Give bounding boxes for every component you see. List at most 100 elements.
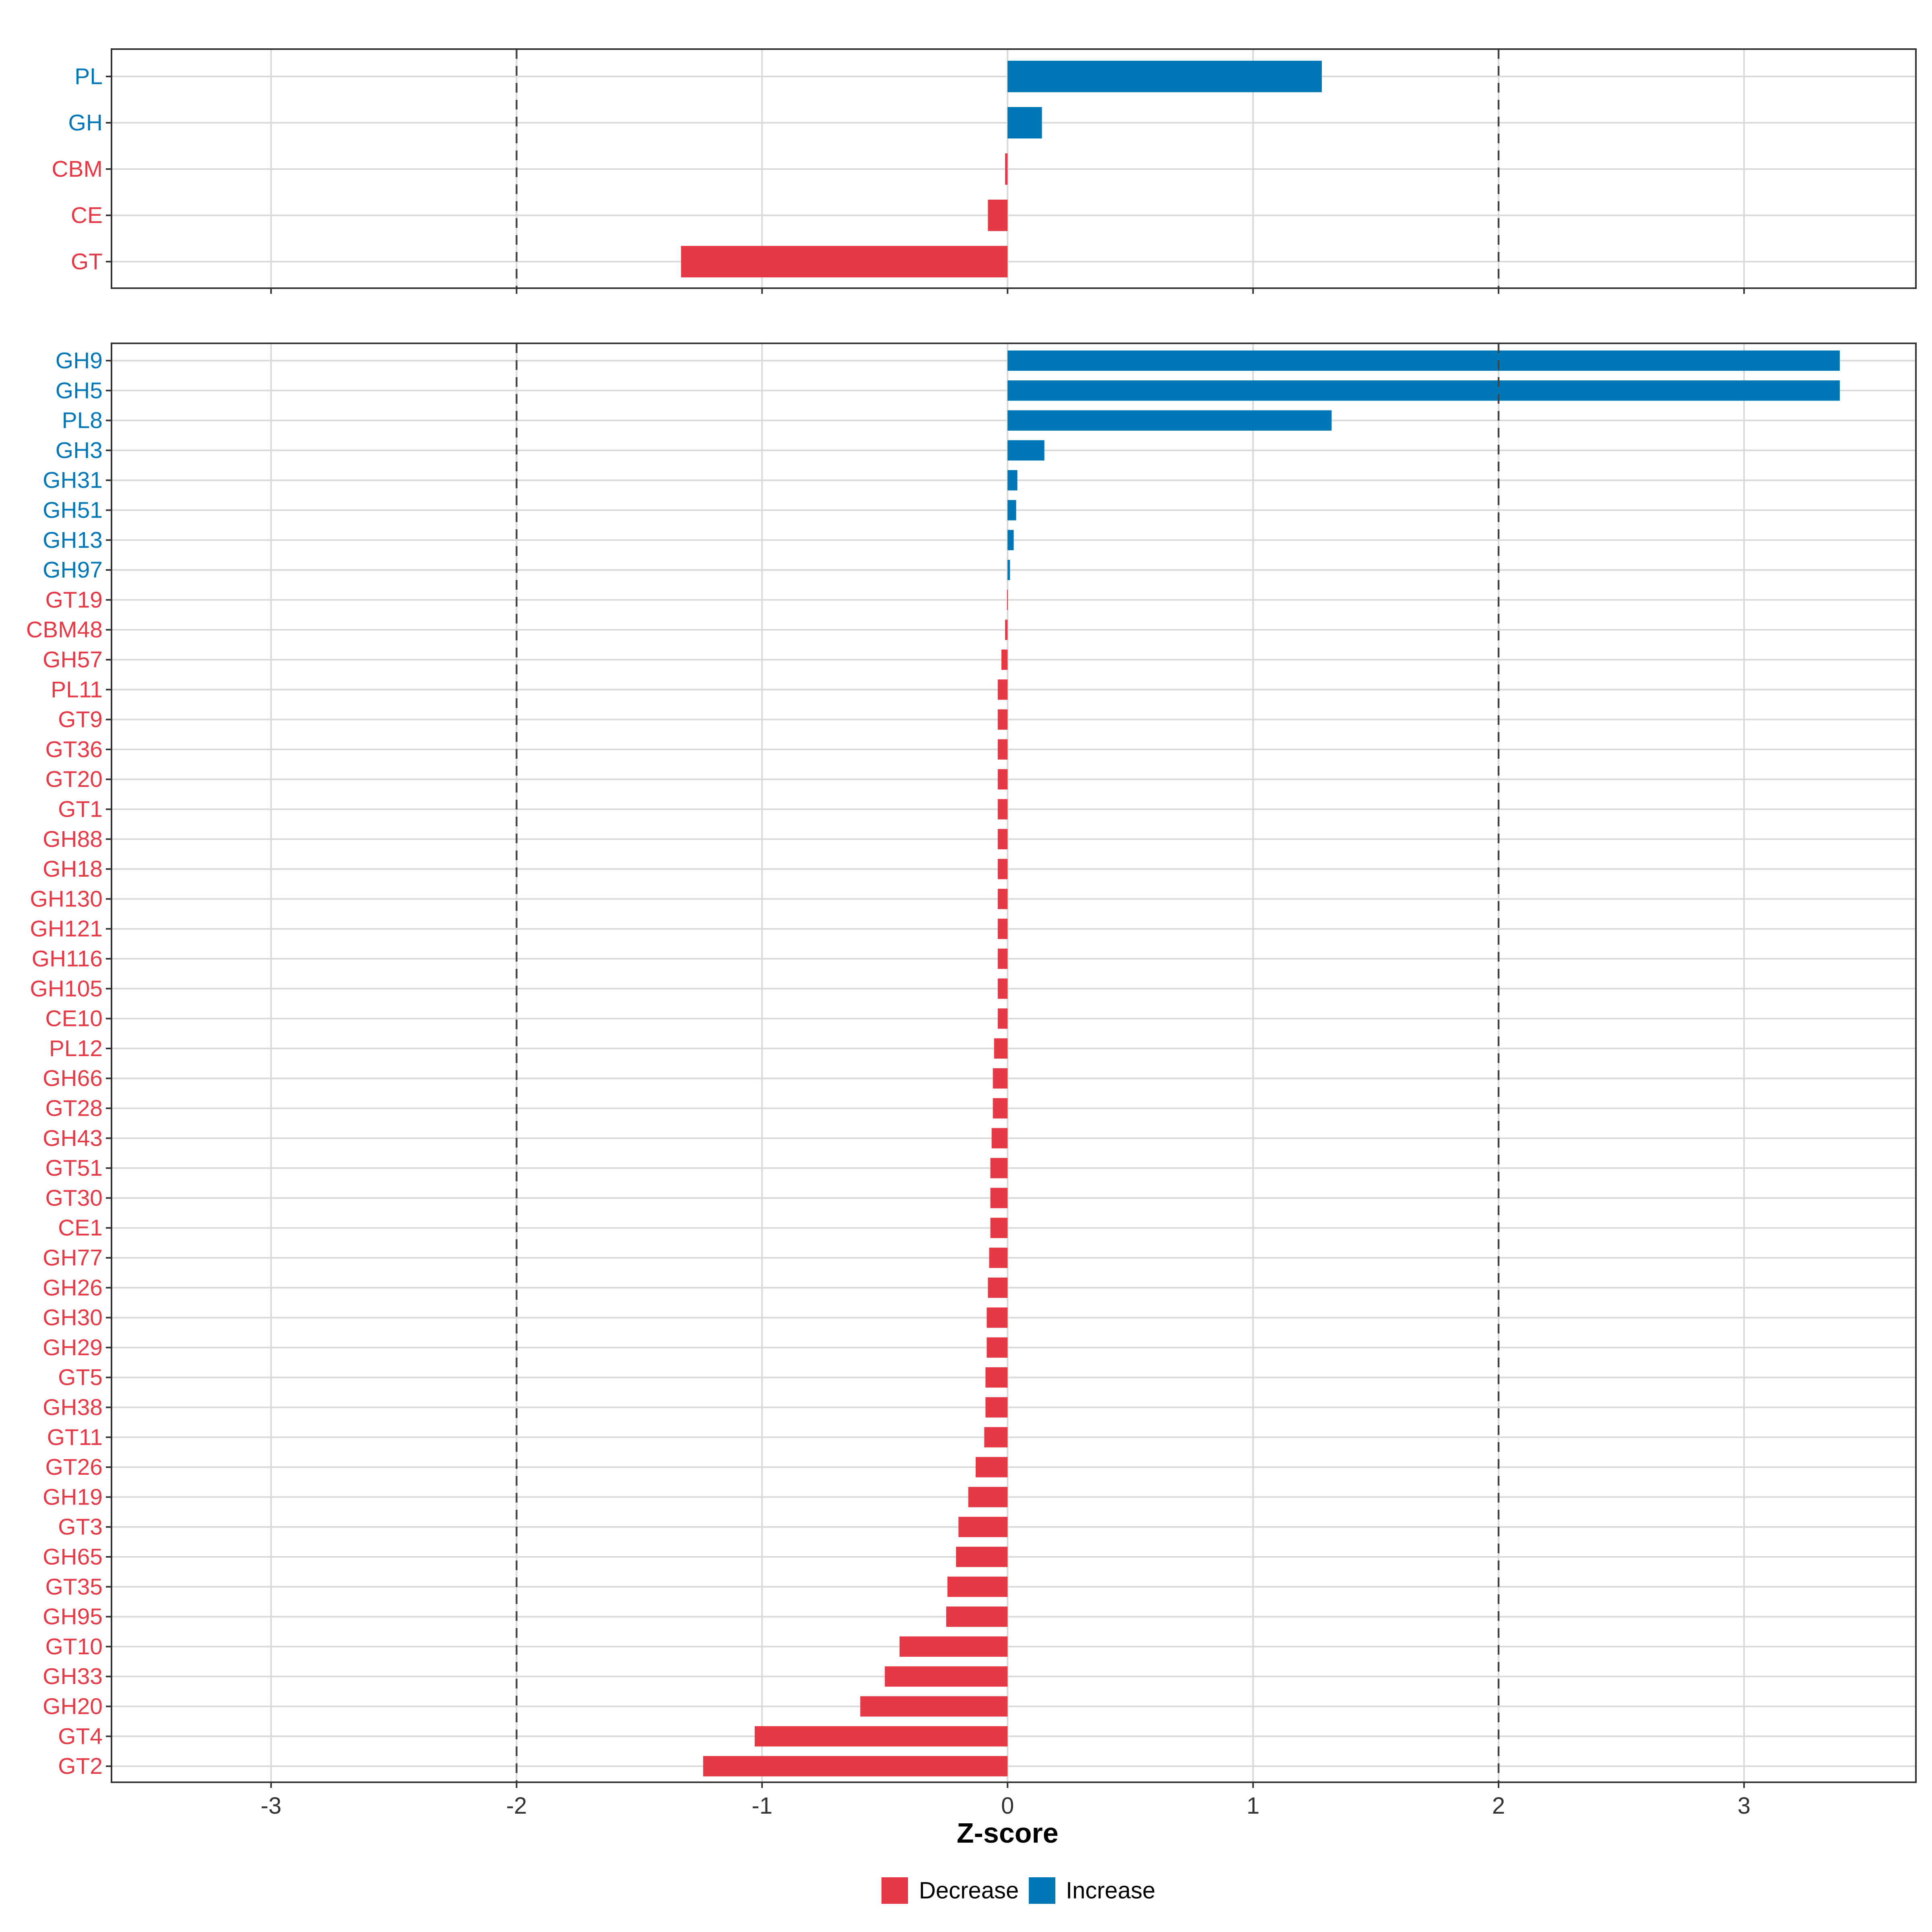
bar-gh97 [1007, 559, 1010, 580]
bar-gh [1007, 107, 1042, 139]
bar-pl11 [997, 679, 1008, 700]
category-label: GT20 [45, 766, 103, 792]
x-tick-label: -3 [261, 1793, 282, 1819]
category-label: GT30 [45, 1185, 103, 1211]
category-label: GH3 [56, 438, 103, 463]
bar-gt5 [985, 1367, 1008, 1388]
category-label: GT26 [45, 1454, 103, 1480]
x-axis-title: Z-score [957, 1817, 1059, 1849]
bar-gt1 [997, 799, 1008, 819]
category-label: PL12 [49, 1036, 103, 1061]
category-label: CBM [52, 156, 103, 182]
bar-gh43 [991, 1128, 1008, 1149]
legend-swatch-increase [1029, 1877, 1055, 1904]
legend-swatch-decrease [881, 1877, 908, 1904]
bar-gh38 [985, 1397, 1008, 1418]
x-tick-label: 1 [1247, 1793, 1259, 1819]
bar-gh130 [997, 889, 1008, 909]
category-label: CBM48 [26, 617, 103, 643]
category-label: GT35 [45, 1574, 103, 1600]
category-label: GH31 [43, 467, 103, 493]
bar-gt [681, 246, 1008, 278]
category-label: GH66 [43, 1065, 103, 1091]
bar-gh30 [987, 1307, 1008, 1328]
legend: Decrease Increase [881, 1877, 1155, 1904]
category-label: GH105 [30, 976, 103, 1001]
category-label: PL8 [62, 408, 103, 433]
bar-gt4 [755, 1726, 1008, 1747]
bar-gh26 [988, 1278, 1008, 1298]
panel-bottom: GH9 GH5 PL8 GH3 GH31 GH51 GH13 GH97 GT19 CBM48 GH5… [26, 343, 1917, 1849]
category-label: CE1 [58, 1215, 103, 1241]
category-label: PL [74, 64, 103, 89]
category-label: GH65 [43, 1544, 103, 1570]
legend-label-decrease: Decrease [919, 1878, 1019, 1904]
bar-gh29 [987, 1337, 1008, 1358]
bar-gt2 [703, 1756, 1008, 1777]
category-label: GT19 [45, 587, 103, 613]
category-label: GH26 [43, 1275, 103, 1300]
category-label: GH33 [43, 1664, 103, 1689]
category-label: GT9 [58, 707, 103, 733]
bar-gt30 [990, 1188, 1008, 1208]
bar-ce10 [997, 1008, 1008, 1029]
bar-gt19 [1007, 590, 1008, 610]
bar-gh9 [1007, 350, 1840, 371]
category-label: GT [71, 249, 103, 275]
bar-gh88 [997, 829, 1008, 850]
category-label: GH121 [30, 916, 103, 942]
bar-gt28 [993, 1098, 1008, 1119]
category-label: GH18 [43, 856, 103, 882]
x-tick-label: 3 [1738, 1793, 1750, 1819]
category-label: GH38 [43, 1395, 103, 1420]
bar-ce1 [990, 1218, 1008, 1238]
category-label: GT4 [58, 1724, 103, 1749]
category-label: GH97 [43, 557, 103, 583]
category-label: GH51 [43, 497, 103, 523]
category-label: GH77 [43, 1245, 103, 1271]
x-tick-label: 0 [1001, 1793, 1014, 1819]
bar-cbm48 [1005, 619, 1008, 640]
bar-gh57 [1001, 649, 1008, 670]
bar-gh19 [968, 1487, 1008, 1507]
category-label: GH30 [43, 1305, 103, 1331]
bar-gh18 [997, 859, 1008, 879]
category-label: GT10 [45, 1634, 103, 1660]
bar-gh31 [1007, 470, 1018, 491]
category-label: GH116 [32, 946, 103, 972]
category-label: GT1 [58, 797, 103, 822]
category-label: GT2 [58, 1753, 103, 1779]
category-label: GH5 [56, 378, 103, 403]
bar-gh65 [956, 1546, 1008, 1567]
x-tick-label: 2 [1492, 1793, 1505, 1819]
bar-pl8 [1007, 410, 1332, 431]
panel-top: PL GH CBM CE GT [52, 48, 1917, 294]
category-label: CE10 [45, 1006, 103, 1032]
category-label: GT28 [45, 1096, 103, 1121]
category-label: GT51 [45, 1155, 103, 1181]
bar-gt26 [975, 1457, 1008, 1478]
x-tick-label: -2 [506, 1793, 527, 1819]
bar-gh33 [885, 1666, 1008, 1687]
bar-gh13 [1007, 530, 1014, 551]
bar-gt3 [958, 1517, 1008, 1537]
bar-ce [988, 199, 1008, 231]
bar-gt9 [997, 709, 1008, 730]
bar-gt36 [997, 739, 1008, 760]
panel-background [111, 343, 1916, 1782]
bar-cbm [1005, 153, 1008, 185]
category-label: CE [71, 202, 103, 228]
bar-gt10 [899, 1636, 1008, 1657]
category-label: PL11 [51, 677, 103, 702]
bar-gh3 [1007, 440, 1044, 461]
legend-label-increase: Increase [1066, 1878, 1155, 1904]
bar-gh20 [860, 1696, 1008, 1717]
bar-pl [1007, 60, 1322, 93]
category-label: GH88 [43, 826, 103, 852]
category-label: GH130 [30, 886, 103, 912]
category-label: GH20 [43, 1694, 103, 1719]
category-label: GH9 [56, 348, 103, 374]
x-tick-label: -1 [752, 1793, 773, 1819]
